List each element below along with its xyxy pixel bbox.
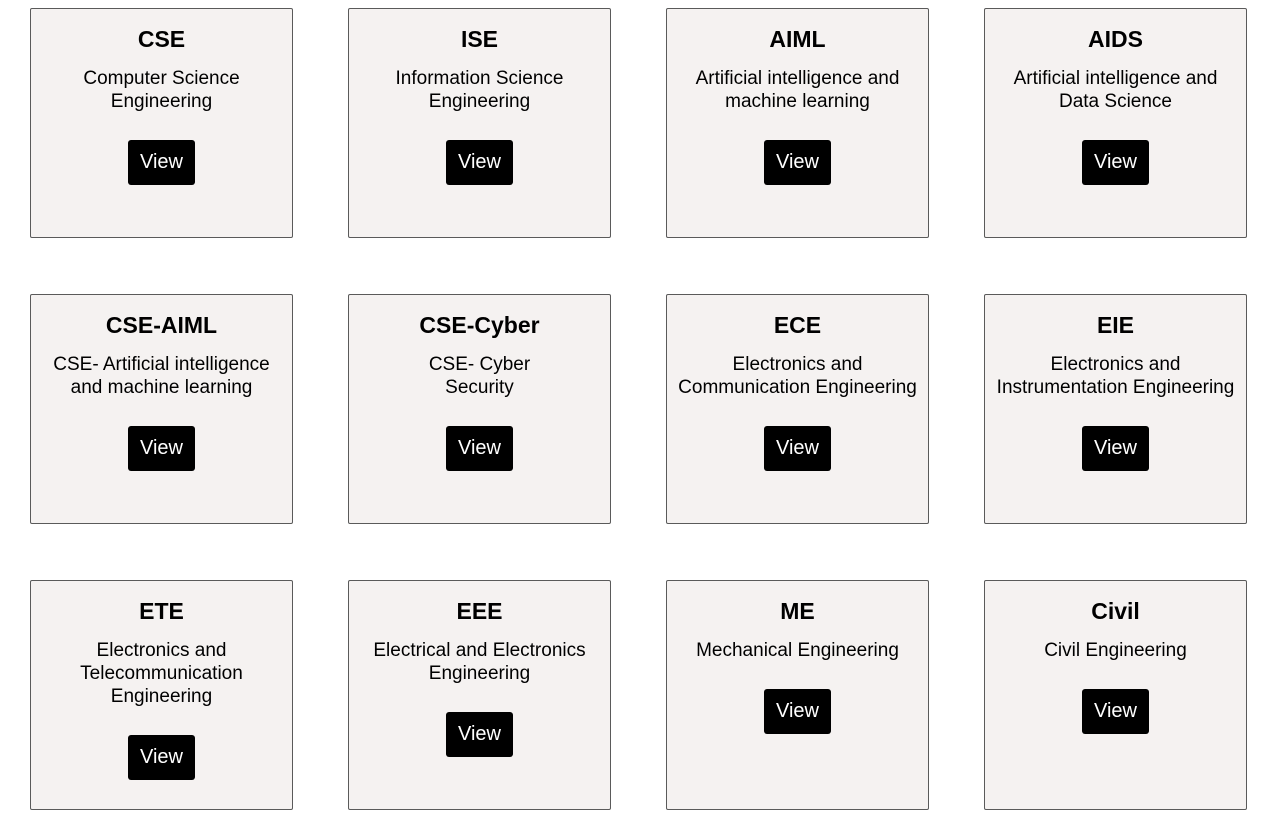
card-description: Artificial intelligence and Data Science — [1013, 68, 1218, 112]
view-button-aids[interactable]: View — [1082, 140, 1149, 185]
department-card-aids: AIDS Artificial intelligence and Data Sc… — [984, 8, 1247, 238]
view-button-cse[interactable]: View — [128, 140, 195, 185]
card-description: Computer Science Engineering — [83, 68, 240, 112]
view-button-eee[interactable]: View — [446, 712, 513, 757]
card-title: AIDS — [1088, 26, 1143, 52]
view-button-ece[interactable]: View — [764, 426, 831, 471]
view-button-ise[interactable]: View — [446, 140, 513, 185]
department-card-cse-aiml: CSE-AIML CSE- Artificial intelligence an… — [30, 294, 293, 524]
view-button-cse-cyber[interactable]: View — [446, 426, 513, 471]
card-title: CSE-AIML — [105, 312, 218, 338]
department-card-cse: CSE Computer Science Engineering View — [30, 8, 293, 238]
card-title: Civil — [1091, 598, 1140, 624]
card-title: ME — [780, 598, 815, 624]
department-card-cse-cyber: CSE-Cyber CSE- Cyber Security View — [348, 294, 611, 524]
card-title: ECE — [773, 312, 822, 338]
department-card-eee: EEE Electrical and Electronics Engineeri… — [348, 580, 611, 810]
card-description: CSE- Artificial intelligence and machine… — [53, 354, 270, 398]
department-card-civil: Civil Civil Engineering View — [984, 580, 1247, 810]
department-card-ise: ISE Information Science Engineering View — [348, 8, 611, 238]
view-button-me[interactable]: View — [764, 689, 831, 734]
view-button-civil[interactable]: View — [1082, 689, 1149, 734]
card-description: Electronics and Instrumentation Engineer… — [996, 354, 1235, 398]
card-title: EEE — [456, 598, 503, 624]
view-button-ete[interactable]: View — [128, 735, 195, 780]
view-button-aiml[interactable]: View — [764, 140, 831, 185]
card-description: CSE- Cyber Security — [428, 354, 531, 398]
view-button-eie[interactable]: View — [1082, 426, 1149, 471]
card-description: Mechanical Engineering — [696, 640, 899, 661]
card-description: Civil Engineering — [1044, 640, 1187, 661]
department-card-aiml: AIML Artificial intelligence and machine… — [666, 8, 929, 238]
card-description: Information Science Engineering — [395, 68, 564, 112]
card-title: CSE-Cyber — [419, 312, 540, 338]
department-card-eie: EIE Electronics and Instrumentation Engi… — [984, 294, 1247, 524]
department-card-ete: ETE Electronics and Telecommunication En… — [30, 580, 293, 810]
card-title: EIE — [1096, 312, 1135, 338]
card-description: Electronics and Communication Engineerin… — [678, 354, 917, 398]
card-description: Electrical and Electronics Engineering — [373, 640, 586, 684]
department-card-ece: ECE Electronics and Communication Engine… — [666, 294, 929, 524]
card-title: ETE — [139, 598, 184, 624]
card-title: ISE — [460, 26, 499, 52]
card-title: CSE — [137, 26, 186, 52]
card-description: Artificial intelligence and machine lear… — [695, 68, 900, 112]
card-description: Electronics and Telecommunication Engine… — [80, 640, 243, 707]
view-button-cse-aiml[interactable]: View — [128, 426, 195, 471]
card-title: AIML — [769, 26, 826, 52]
department-card-me: ME Mechanical Engineering View — [666, 580, 929, 810]
